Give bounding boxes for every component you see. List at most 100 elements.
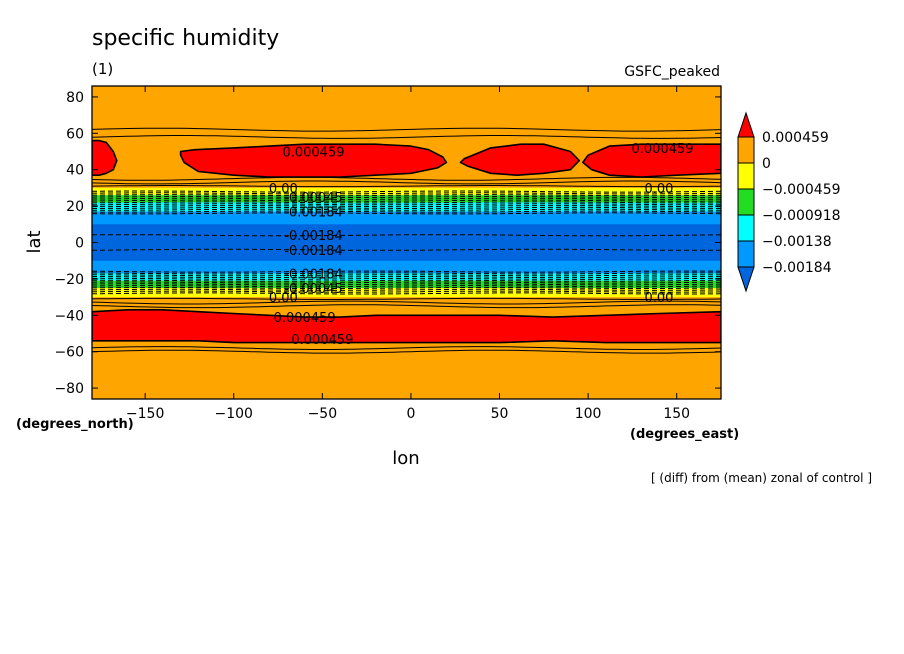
contour-label-7: -0.00184: [284, 244, 342, 259]
subtitle: [ (diff) from (mean) zonal of control ]: [651, 471, 872, 485]
x-tick-label: 0: [406, 406, 415, 422]
y-tick-label: −80: [54, 381, 84, 397]
colorbar-segment-4: [737, 240, 755, 268]
contour-label-12: 0.000459: [274, 311, 336, 326]
contour-lines: [92, 127, 721, 354]
contour-label-5: -0.00184: [284, 206, 342, 221]
contour-line-35: [92, 288, 721, 291]
contour-line-36: [92, 290, 721, 293]
colorbar-extend-top: [737, 111, 755, 138]
red-anomaly-region-4: [92, 308, 721, 344]
contour-line-11: [92, 192, 721, 195]
contour-label-10: 0.00: [269, 291, 298, 306]
y-axis-label: lat: [24, 230, 45, 253]
colorbar-label: −0.000459: [762, 182, 841, 198]
contour-line-0: [92, 127, 721, 132]
contour-line-4: [92, 304, 721, 309]
x-tick-label: 150: [663, 406, 690, 422]
humidity-bands: [92, 86, 721, 399]
y-tick-label: 40: [66, 163, 84, 179]
contour-line-6: [92, 346, 721, 350]
contour-line-1: [92, 135, 721, 139]
chart-title: specific humidity: [92, 26, 279, 51]
run-label: GSFC_peaked: [624, 64, 720, 80]
y-unit-label: (degrees_north): [16, 417, 134, 432]
contour-line-5: [92, 300, 721, 305]
colorbar-segment-1: [737, 162, 755, 190]
contour-line-10: [92, 190, 721, 193]
contour-label-3: 0.00: [645, 182, 674, 197]
contour-line-33: [92, 285, 721, 288]
contour-line-18: [92, 205, 721, 208]
red-anomaly-region-1: [179, 143, 448, 178]
units-label: (1): [92, 60, 113, 78]
x-tick-label: 100: [575, 406, 602, 422]
red-anomaly-region-3: [581, 143, 721, 178]
contour-label-1: 0.000459: [632, 142, 694, 157]
humidity-core-band: [92, 224, 721, 261]
contour-line-34: [92, 286, 721, 289]
contour-label-6: -0.00184: [284, 229, 342, 244]
x-tick-label: −50: [308, 406, 338, 422]
colorbar-label: −0.000918: [762, 208, 841, 224]
contour-line-25: [92, 270, 721, 273]
contour-line-15: [92, 199, 721, 202]
colorbar-label: 0.000459: [762, 130, 829, 146]
contour-line-8: [92, 185, 721, 188]
contour-line-21: [92, 210, 721, 213]
contour-line-3: [92, 180, 721, 185]
contour-line-16: [92, 201, 721, 204]
x-axis-label: lon: [392, 448, 419, 469]
contour-line-28: [92, 276, 721, 279]
y-tick-label: −60: [54, 345, 84, 361]
y-tick-label: 0: [75, 236, 84, 252]
red-anomaly-region-0: [92, 139, 118, 176]
contour-line-12: [92, 194, 721, 197]
contour-line-27: [92, 274, 721, 277]
contour-line-20: [92, 208, 721, 211]
humidity-band-7: [92, 287, 721, 298]
contour-line-14: [92, 197, 721, 200]
x-tick-label: 50: [491, 406, 509, 422]
contour-line-29: [92, 277, 721, 280]
x-axis: −150 −100 −50 0 50 100 150: [126, 86, 690, 422]
colorbar: 0.000459 0 −0.000459 −0.000918 −0.00138 −0.00…: [737, 111, 841, 293]
contour-line-17: [92, 203, 721, 206]
contour-line-32: [92, 283, 721, 286]
y-tick-label: −20: [54, 272, 84, 288]
colorbar-segment-0: [737, 136, 755, 164]
contour-label-8: -0.00184: [284, 267, 342, 282]
contour-line-37: [92, 292, 721, 295]
y-tick-label: 60: [66, 126, 84, 142]
x-unit-label: (degrees_east): [630, 427, 739, 442]
x-tick-label: −150: [126, 406, 164, 422]
colorbar-label: −0.00138: [762, 234, 832, 250]
x-tick-label: −100: [215, 406, 253, 422]
contour-label-0: 0.000459: [282, 146, 344, 161]
contour-label-13: 0.000459: [291, 333, 353, 348]
contour-line-22: [92, 212, 721, 215]
positive-anomaly-regions: [92, 139, 721, 344]
contour-line-13: [92, 196, 721, 199]
colorbar-label: −0.00184: [762, 260, 832, 276]
contour-line-31: [92, 281, 721, 284]
humidity-band-5: [92, 273, 721, 281]
contour-line-23: [92, 234, 721, 237]
contour-line-7: [92, 349, 721, 354]
colorbar-extend-bottom: [737, 266, 755, 293]
contour-label-4: -0.00045: [284, 191, 342, 206]
contour-line-30: [92, 279, 721, 282]
contour-label-2: 0.00: [269, 182, 298, 197]
contour-label-11: 0.00: [645, 291, 674, 306]
y-tick-label: 20: [66, 199, 84, 215]
red-anomaly-region-2: [459, 143, 581, 176]
contour-label-9: -0.00045: [284, 282, 342, 297]
contour-line-9: [92, 297, 721, 300]
y-axis: 80 60 40 20 0 −20 −40 −60 −80: [54, 90, 721, 397]
colorbar-segment-2: [737, 188, 755, 216]
contour-line-19: [92, 206, 721, 209]
contour-line-2: [92, 176, 721, 181]
